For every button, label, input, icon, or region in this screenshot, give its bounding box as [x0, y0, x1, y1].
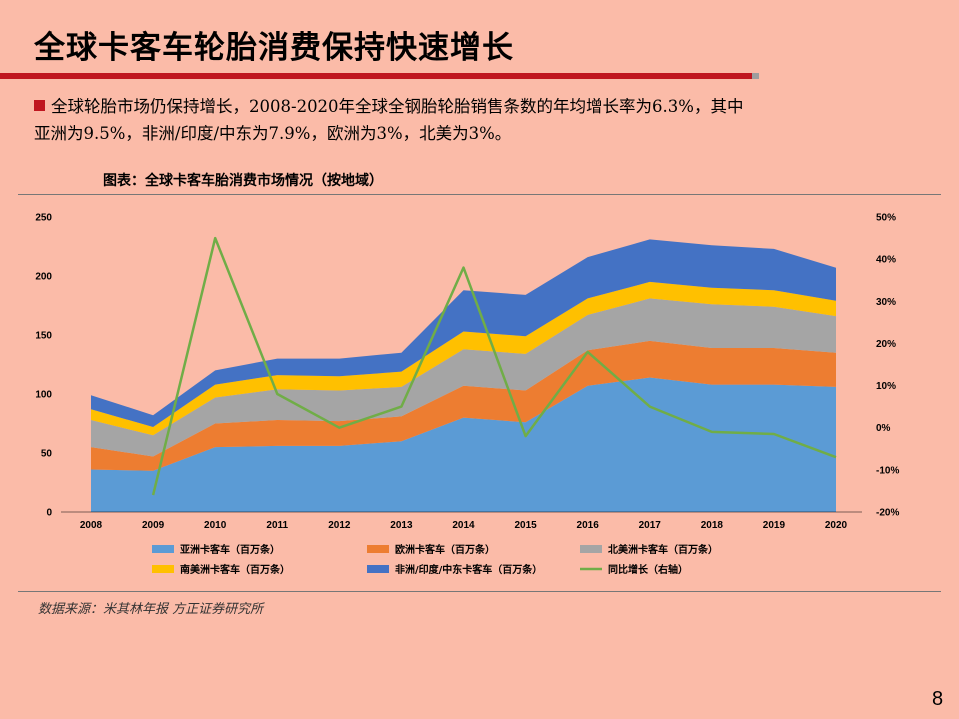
legend-label-south_america: 南美洲卡客车（百万条）	[180, 563, 290, 576]
chart-bottom-rule	[18, 591, 941, 592]
legend-swatch-north_america	[580, 545, 602, 553]
x-tick-label: 2016	[577, 520, 600, 531]
legend-label-africa_india_me: 非洲/印度/中东卡客车（百万条）	[395, 563, 542, 576]
title-underline	[0, 73, 752, 79]
title-underline-accent	[752, 73, 759, 79]
x-tick-label: 2009	[142, 520, 165, 531]
x-tick-label: 2010	[204, 520, 227, 531]
y-tick-label: 0	[46, 508, 52, 519]
slide-title: 全球卡客车轮胎消费保持快速增长	[34, 30, 514, 66]
y-tick-label: 200	[35, 272, 52, 283]
data-source: 数据来源：米其林年报 方正证券研究所	[38, 602, 264, 617]
y2-tick-label: 0%	[876, 423, 891, 434]
line-yoy	[151, 236, 837, 496]
bullet-line-1: 全球轮胎市场仍保持增长，2008-2020年全球全钢胎轮胎销售条数的年均增长率为…	[51, 97, 744, 116]
y-tick-label: 100	[35, 390, 52, 401]
legend-label-yoy: 同比增长（右轴）	[608, 563, 688, 576]
legend-label-asia: 亚洲卡客车（百万条）	[180, 543, 280, 556]
legend-swatch-south_america	[152, 565, 174, 573]
legend-label-north_america: 北美洲卡客车（百万条）	[608, 543, 718, 556]
stacked-area-chart: 0 50 100 150 200 250 -20% -10% 0% 10% 20% 30% 40% 50%…	[35, 213, 899, 577]
x-tick-label: 2008	[80, 520, 103, 531]
area-asia	[91, 377, 836, 512]
x-tick-label: 2020	[825, 520, 848, 531]
y2-tick-label: 20%	[876, 339, 896, 350]
y2-tick-label: 30%	[876, 297, 896, 308]
x-tick-label: 2015	[514, 520, 537, 531]
x-tick-label: 2012	[328, 520, 351, 531]
area-south_america	[91, 281, 836, 436]
page-number: 8	[932, 688, 944, 710]
y2-tick-label: 40%	[876, 255, 896, 266]
legend-swatch-asia	[152, 545, 174, 553]
area-north_america	[91, 298, 836, 457]
x-tick-label: 2017	[639, 520, 662, 531]
y2-tick-label: -20%	[876, 508, 899, 519]
x-tick-label: 2019	[763, 520, 786, 531]
y-tick-label: 50	[41, 449, 53, 460]
x-tick-label: 2011	[266, 520, 288, 531]
area-europe	[91, 340, 836, 471]
y2-tick-label: 50%	[876, 213, 896, 224]
legend-label-europe: 欧洲卡客车（百万条）	[395, 543, 495, 556]
y-tick-label: 250	[35, 213, 52, 224]
chart-title: 图表：全球卡客车胎消费市场情况（按地域）	[103, 173, 383, 189]
x-tick-label: 2014	[452, 520, 475, 531]
legend-swatch-europe	[367, 545, 389, 553]
y2-tick-label: -10%	[876, 465, 899, 476]
bullet-line-2: 亚洲为9.5%，非洲/印度/中东为7.9%，欧洲为3%，北美为3%。	[34, 124, 512, 143]
bullet-square-icon	[34, 100, 45, 111]
legend-swatch-africa_india_me	[367, 565, 389, 573]
bullet-text: 全球轮胎市场仍保持增长，2008-2020年全球全钢胎轮胎销售条数的年均增长率为…	[34, 93, 914, 147]
y-tick-label: 150	[35, 331, 52, 342]
x-tick-label: 2013	[390, 520, 413, 531]
x-tick-label: 2018	[701, 520, 724, 531]
y2-tick-label: 10%	[876, 381, 896, 392]
chart-top-rule	[18, 194, 941, 195]
area-africa_india_me	[91, 239, 836, 427]
